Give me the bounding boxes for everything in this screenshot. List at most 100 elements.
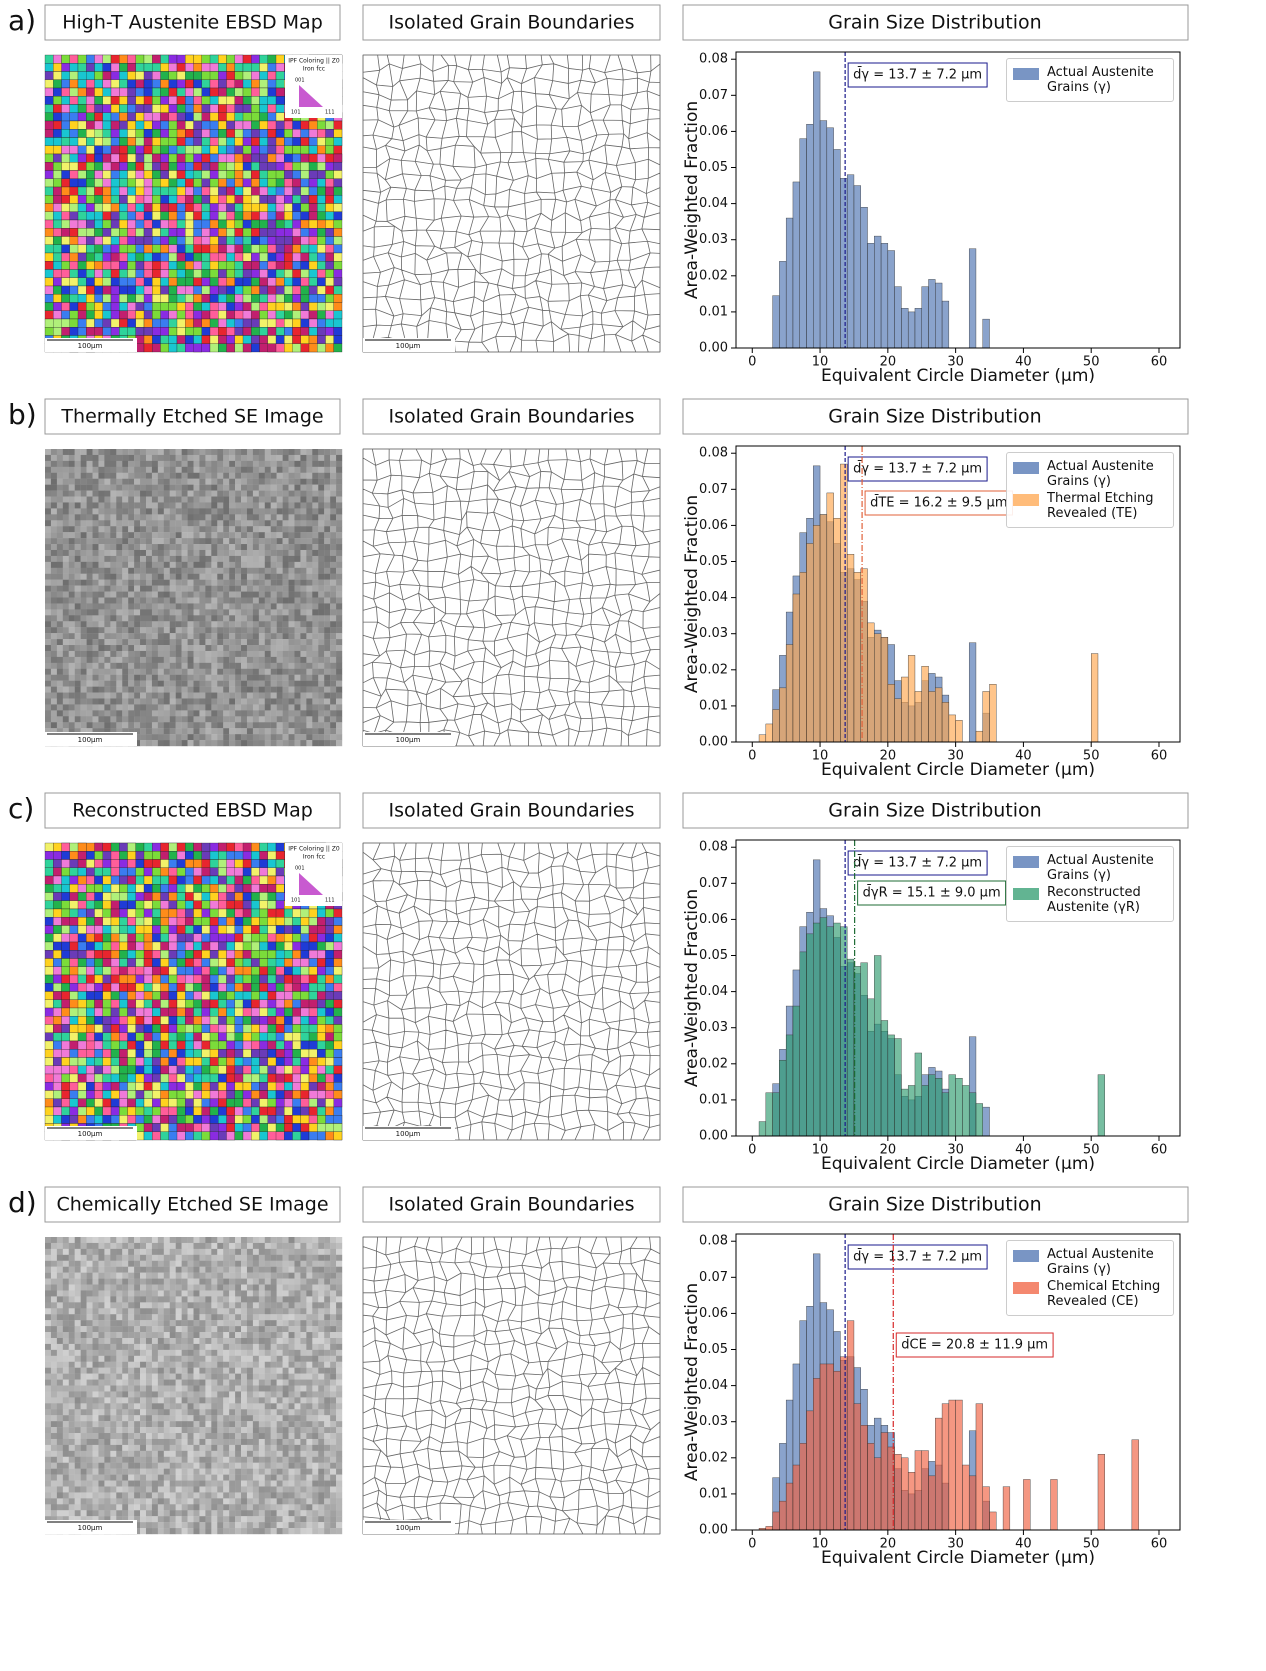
texture xyxy=(312,514,318,520)
grain xyxy=(185,303,193,311)
texture xyxy=(259,621,265,627)
texture xyxy=(128,461,134,467)
texture xyxy=(158,669,164,675)
texture xyxy=(318,598,324,604)
texture xyxy=(51,520,57,526)
texture xyxy=(318,615,324,621)
texture xyxy=(110,698,116,704)
texture xyxy=(283,734,289,740)
grain xyxy=(95,901,103,909)
grain xyxy=(95,1008,103,1016)
texture xyxy=(253,479,259,485)
texture xyxy=(199,687,205,693)
texture xyxy=(336,574,342,580)
texture xyxy=(176,663,182,669)
texture xyxy=(271,526,277,532)
texture xyxy=(63,562,69,568)
grain xyxy=(243,220,251,228)
texture xyxy=(170,491,176,497)
texture xyxy=(87,580,93,586)
texture xyxy=(300,586,306,592)
grain xyxy=(78,1082,86,1090)
texture xyxy=(51,716,57,722)
texture xyxy=(69,592,75,598)
texture xyxy=(104,598,110,604)
grain xyxy=(45,261,53,269)
grain xyxy=(210,179,218,187)
grain xyxy=(144,311,152,319)
image-title: Reconstructed EBSD Map xyxy=(72,800,313,822)
texture xyxy=(330,675,336,681)
texture xyxy=(69,467,75,473)
texture xyxy=(51,508,57,514)
texture xyxy=(188,598,194,604)
grain xyxy=(111,237,119,245)
texture xyxy=(241,491,247,497)
texture xyxy=(229,532,235,538)
texture xyxy=(283,669,289,675)
texture xyxy=(283,693,289,699)
texture xyxy=(277,586,283,592)
texture xyxy=(122,615,128,621)
grain xyxy=(301,1074,309,1082)
texture xyxy=(170,455,176,461)
texture xyxy=(318,556,324,562)
texture xyxy=(205,550,211,556)
texture xyxy=(194,491,200,497)
grain xyxy=(95,884,103,892)
texture xyxy=(217,574,223,580)
texture xyxy=(247,556,253,562)
texture xyxy=(235,639,241,645)
texture xyxy=(194,693,200,699)
texture xyxy=(235,550,241,556)
texture xyxy=(265,722,271,728)
texture xyxy=(306,663,312,669)
grain xyxy=(144,146,152,154)
texture xyxy=(104,485,110,491)
texture xyxy=(306,633,312,639)
grain xyxy=(202,926,210,934)
texture xyxy=(229,740,235,746)
texture xyxy=(312,633,318,639)
texture xyxy=(211,497,217,503)
texture xyxy=(51,526,57,532)
grain xyxy=(78,195,86,203)
grain xyxy=(86,959,94,967)
texture xyxy=(330,497,336,503)
grain xyxy=(169,909,177,917)
grain xyxy=(103,294,111,302)
grain xyxy=(111,121,119,129)
grain xyxy=(86,179,94,187)
texture xyxy=(176,485,182,491)
grain xyxy=(334,319,342,327)
texture xyxy=(140,544,146,550)
grain xyxy=(169,876,177,884)
texture xyxy=(312,627,318,633)
texture xyxy=(182,687,188,693)
texture xyxy=(45,568,51,574)
texture xyxy=(265,550,271,556)
texture xyxy=(158,651,164,657)
grain xyxy=(152,278,160,286)
grain xyxy=(235,1099,243,1107)
texture xyxy=(164,586,170,592)
texture xyxy=(51,461,57,467)
texture xyxy=(93,603,99,609)
texture xyxy=(205,580,211,586)
texture xyxy=(51,615,57,621)
grain xyxy=(136,171,144,179)
texture xyxy=(300,514,306,520)
texture xyxy=(199,520,205,526)
texture xyxy=(140,698,146,704)
grain xyxy=(309,1049,317,1057)
texture xyxy=(336,598,342,604)
texture xyxy=(194,574,200,580)
texture xyxy=(312,675,318,681)
texture xyxy=(241,586,247,592)
texture xyxy=(104,467,110,473)
texture xyxy=(247,621,253,627)
texture xyxy=(63,580,69,586)
texture xyxy=(134,657,140,663)
texture xyxy=(51,562,57,568)
texture xyxy=(277,716,283,722)
